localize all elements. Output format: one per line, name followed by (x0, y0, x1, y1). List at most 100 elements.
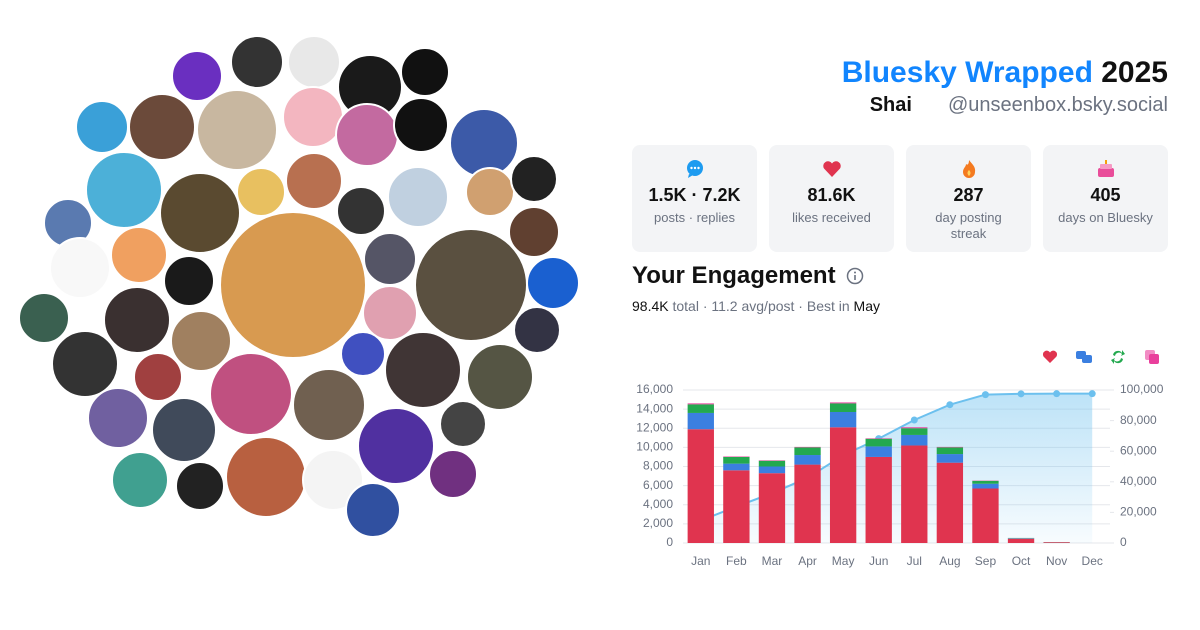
stat-value: 81.6K (807, 185, 856, 205)
icon (962, 160, 975, 178)
avatar (336, 186, 386, 236)
avatar (362, 285, 418, 341)
y-tick-label: 14,000 (636, 401, 673, 415)
avatar (345, 482, 401, 538)
legend-icon (1145, 350, 1159, 364)
y2-tick-label: 0 (1120, 535, 1127, 549)
avatar (508, 206, 560, 258)
x-tick-label: Nov (1046, 554, 1067, 568)
y2-tick-label: 60,000 (1120, 443, 1157, 457)
x-tick-label: Aug (939, 554, 960, 568)
info-icon[interactable] (846, 267, 864, 285)
bar-segment (723, 470, 750, 543)
avatar (400, 47, 450, 97)
stat-card: 81.6K likes received (769, 145, 894, 252)
title-text: Bluesky Wrapped (841, 56, 1093, 89)
stat-cards: 1.5K · 7.2K posts · replies 81.6K likes … (632, 145, 1168, 252)
y2-tick-label: 40,000 (1120, 474, 1157, 488)
bar-segment (865, 456, 892, 543)
avatar (384, 331, 462, 409)
stat-card: 1.5K · 7.2K posts · replies (632, 145, 757, 252)
stat-label: days on Bluesky (1058, 210, 1153, 225)
legend-icon (1042, 350, 1058, 363)
bar-segment (758, 473, 786, 543)
year: 2025 (1101, 56, 1168, 89)
bar-segment (687, 429, 714, 543)
x-tick-label: Dec (1082, 554, 1103, 568)
avatar (170, 310, 232, 372)
avatar (110, 226, 168, 284)
avatar (302, 449, 364, 511)
avatar (449, 108, 519, 178)
y-tick-label: 4,000 (643, 497, 673, 511)
engagement-summary: 98.4K total · 11.2 avg/post · Best in Ma… (632, 298, 880, 314)
avatar (393, 97, 449, 153)
avatar (75, 100, 129, 154)
display-name: Shai (869, 94, 912, 116)
x-tick-label: Mar (762, 554, 783, 568)
x-tick-label: Feb (726, 554, 747, 568)
bar-segment (1043, 542, 1070, 543)
avatar (163, 255, 215, 307)
stat-label: day posting streak (935, 210, 1002, 241)
bar-segment (829, 402, 857, 404)
y-tick-label: 10,000 (636, 440, 673, 454)
avatar (357, 407, 435, 485)
engagement-total: 98.4K (632, 298, 669, 314)
x-tick-label: Oct (1012, 554, 1031, 568)
avatar (128, 93, 196, 161)
bar-segment (687, 403, 714, 405)
bar-segment (687, 412, 714, 430)
avatar (196, 89, 278, 171)
legend-icon (1076, 351, 1092, 363)
avatar (414, 228, 528, 342)
avatar (51, 330, 119, 398)
avatar (133, 352, 183, 402)
bar-segment (901, 427, 928, 429)
x-tick-label: Jun (869, 554, 888, 568)
legend-icon (1111, 350, 1125, 364)
avatar (103, 286, 171, 354)
avatar (335, 103, 399, 167)
y2-tick-label: 20,000 (1120, 505, 1157, 519)
cumulative-point (1017, 390, 1025, 398)
bar-segment (829, 427, 857, 543)
bar-segment (758, 466, 786, 474)
engagement-text: total · 11.2 avg/post · Best in (672, 298, 850, 314)
bar-segment (972, 483, 999, 489)
icon (686, 160, 703, 178)
avatar (287, 35, 341, 89)
avatar (340, 331, 386, 377)
y-tick-label: 12,000 (636, 420, 673, 434)
bar-segment (794, 455, 821, 465)
stat-value: 287 (953, 185, 984, 205)
avatar (292, 368, 366, 442)
x-tick-label: Sep (975, 554, 997, 568)
engagement-title: Your Engagement (632, 262, 836, 289)
cumulative-point (1088, 390, 1096, 398)
bar-segment (936, 454, 964, 463)
avatar (428, 449, 478, 499)
cumulative-point (946, 401, 954, 409)
engagement-chart: 0 2,000 4,000 6,000 8,000 10,000 12,000 14,000 1… (636, 350, 1164, 568)
avatar-collage (18, 35, 580, 538)
y-tick-label: 16,000 (636, 382, 673, 396)
title: Bluesky Wrapped 2025 (842, 56, 1168, 90)
avatar (159, 172, 241, 254)
avatar (49, 237, 111, 299)
stat-card: 287 day posting streak (906, 145, 1031, 252)
avatar (219, 211, 367, 359)
y2-tick-label: 80,000 (1120, 413, 1157, 427)
stat-label: posts · replies (654, 210, 735, 225)
bar-segment (687, 404, 714, 413)
header: Bluesky Wrapped 2025 Shai @unseenbox.bsky… (842, 56, 1168, 117)
avatar (282, 86, 344, 148)
y2-tick-label: 100,000 (1120, 382, 1164, 396)
bar-segment (829, 403, 857, 412)
bar-segment (865, 438, 892, 447)
avatar (387, 166, 449, 228)
engagement: Your Engagement 98.4K total · 11.2 avg/p… (632, 262, 880, 314)
avatar (285, 152, 343, 210)
bar-segment (758, 460, 786, 467)
